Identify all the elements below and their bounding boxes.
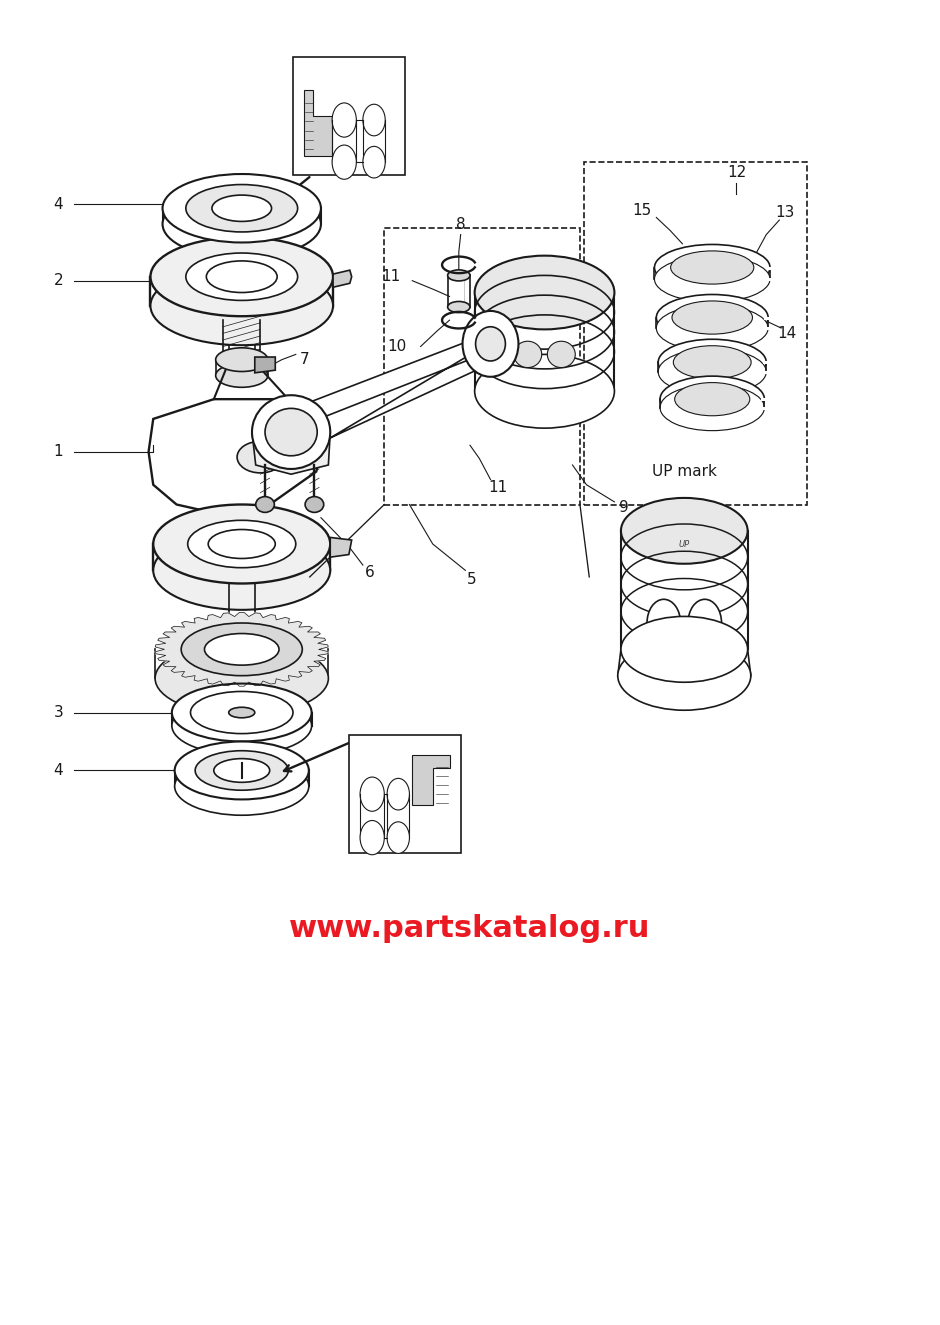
Ellipse shape [618, 641, 751, 710]
Ellipse shape [228, 708, 255, 718]
Ellipse shape [670, 250, 754, 284]
Text: 11: 11 [488, 480, 508, 494]
Ellipse shape [252, 395, 330, 469]
Bar [584, 162, 807, 505]
Ellipse shape [175, 758, 309, 815]
Ellipse shape [150, 237, 333, 317]
Ellipse shape [656, 305, 768, 351]
Ellipse shape [188, 521, 296, 567]
Ellipse shape [447, 302, 470, 313]
Text: 3: 3 [54, 705, 63, 719]
Ellipse shape [688, 599, 722, 647]
Ellipse shape [155, 641, 328, 716]
Ellipse shape [654, 256, 770, 302]
Ellipse shape [265, 408, 317, 456]
Text: 14: 14 [777, 326, 796, 341]
Text: 7: 7 [299, 352, 309, 367]
Ellipse shape [175, 742, 309, 799]
Ellipse shape [150, 266, 333, 346]
Polygon shape [155, 612, 328, 686]
Ellipse shape [212, 195, 272, 221]
Text: 9: 9 [619, 500, 629, 514]
Bar [384, 228, 580, 505]
Ellipse shape [647, 599, 681, 647]
Ellipse shape [673, 346, 751, 379]
Ellipse shape [163, 174, 321, 242]
Ellipse shape [660, 384, 764, 431]
Polygon shape [330, 538, 352, 558]
Ellipse shape [654, 244, 770, 290]
Polygon shape [296, 334, 503, 458]
Ellipse shape [360, 776, 384, 811]
Bar [293, 57, 405, 175]
Ellipse shape [475, 256, 615, 330]
Text: www.partskatalog.ru: www.partskatalog.ru [290, 914, 650, 943]
Ellipse shape [660, 376, 764, 423]
Ellipse shape [153, 505, 330, 583]
Ellipse shape [621, 616, 747, 682]
Polygon shape [305, 90, 332, 155]
Ellipse shape [387, 822, 410, 853]
Ellipse shape [547, 342, 575, 367]
Ellipse shape [306, 497, 323, 513]
Ellipse shape [672, 301, 753, 334]
Ellipse shape [191, 692, 293, 734]
Ellipse shape [207, 261, 277, 293]
Ellipse shape [363, 146, 385, 178]
Ellipse shape [213, 550, 270, 572]
Ellipse shape [172, 697, 312, 755]
Text: 1: 1 [54, 444, 63, 460]
Ellipse shape [163, 189, 321, 258]
Text: 8: 8 [456, 216, 465, 232]
Text: UP: UP [679, 539, 690, 549]
Ellipse shape [475, 354, 615, 428]
Text: UP mark: UP mark [651, 464, 716, 480]
Ellipse shape [675, 383, 750, 416]
Ellipse shape [332, 103, 356, 138]
Ellipse shape [172, 684, 312, 742]
Ellipse shape [621, 498, 747, 563]
Text: 5: 5 [467, 572, 477, 587]
Ellipse shape [196, 751, 289, 790]
Text: 4: 4 [54, 763, 63, 778]
Ellipse shape [387, 778, 410, 810]
Ellipse shape [186, 184, 298, 232]
Ellipse shape [237, 441, 284, 473]
Ellipse shape [447, 270, 470, 281]
Text: 6: 6 [365, 566, 374, 580]
Text: 12: 12 [727, 166, 746, 180]
Ellipse shape [256, 497, 274, 513]
Polygon shape [149, 399, 325, 515]
Bar [349, 735, 461, 853]
Ellipse shape [462, 311, 519, 376]
Ellipse shape [213, 530, 270, 554]
Text: 13: 13 [776, 204, 794, 220]
Polygon shape [333, 270, 352, 288]
Ellipse shape [656, 294, 768, 341]
Ellipse shape [215, 348, 268, 371]
Ellipse shape [213, 759, 270, 782]
Ellipse shape [658, 348, 766, 395]
Text: 4: 4 [54, 197, 63, 212]
Ellipse shape [153, 531, 330, 610]
Ellipse shape [181, 623, 303, 676]
Ellipse shape [514, 342, 541, 367]
Ellipse shape [215, 363, 268, 387]
Ellipse shape [360, 820, 384, 855]
Text: 2: 2 [54, 273, 63, 288]
Ellipse shape [332, 144, 356, 179]
Polygon shape [255, 356, 275, 372]
Ellipse shape [186, 253, 298, 301]
Text: 11: 11 [382, 269, 400, 285]
Ellipse shape [208, 530, 275, 558]
Ellipse shape [205, 633, 279, 665]
Polygon shape [252, 432, 330, 474]
Polygon shape [413, 755, 449, 804]
Ellipse shape [363, 105, 385, 136]
Ellipse shape [658, 339, 766, 386]
Ellipse shape [476, 327, 506, 360]
Text: 10: 10 [387, 339, 407, 354]
Text: 15: 15 [633, 203, 652, 219]
